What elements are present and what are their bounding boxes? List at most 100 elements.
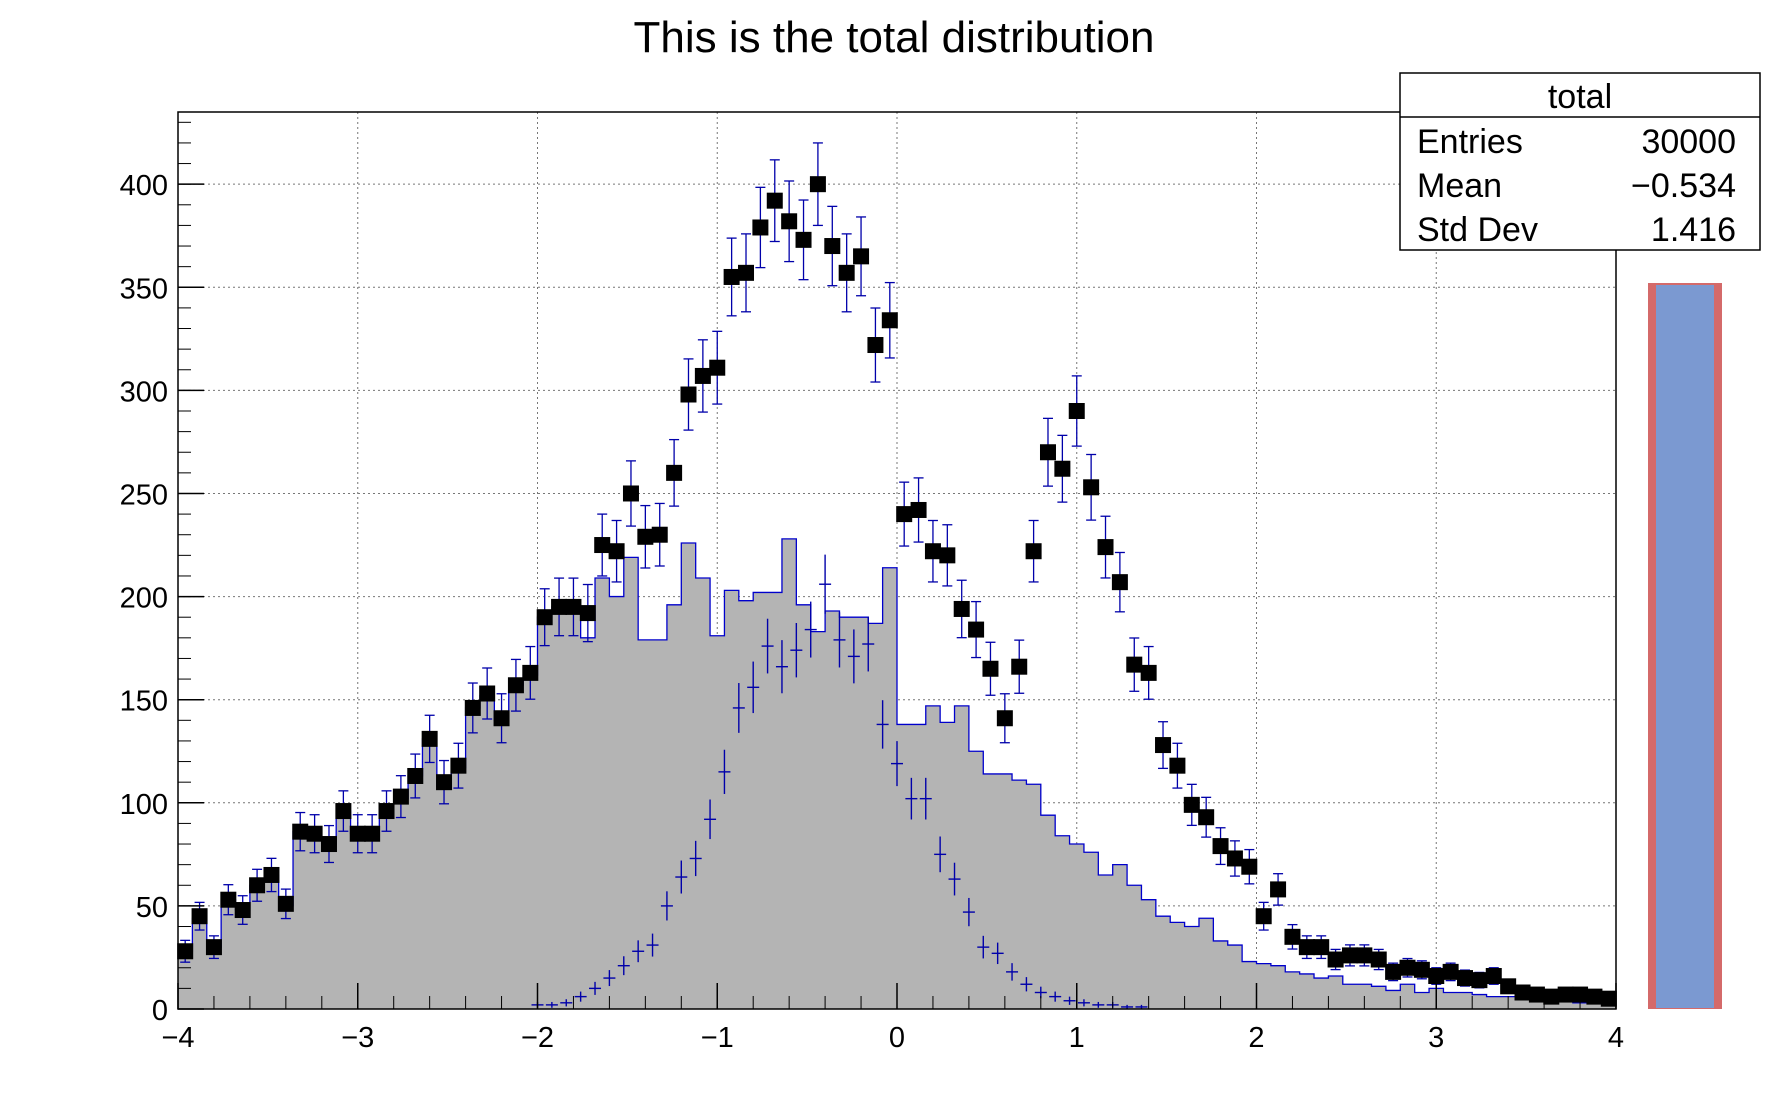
square-marker <box>349 814 366 854</box>
square-marker <box>896 481 913 547</box>
x-tick-label: 1 <box>1069 1022 1085 1054</box>
square-marker <box>1600 990 1617 1007</box>
square-marker <box>392 775 409 819</box>
square-point <box>680 386 697 403</box>
square-marker <box>953 579 970 639</box>
square-marker <box>1111 551 1128 613</box>
stats-box-title: total <box>1548 78 1612 116</box>
square-marker <box>867 307 884 383</box>
square-point <box>1212 838 1229 855</box>
cross-marker <box>1006 963 1019 981</box>
square-point <box>565 598 582 615</box>
cross-marker <box>948 862 961 896</box>
x-tick-label: −3 <box>341 1022 374 1054</box>
square-point <box>1169 757 1186 774</box>
square-marker <box>522 645 539 700</box>
square-point <box>953 600 970 617</box>
square-marker <box>436 759 453 805</box>
square-point <box>637 528 654 545</box>
square-marker <box>220 884 237 916</box>
cross-marker <box>660 891 673 921</box>
square-point <box>234 902 251 919</box>
square-point <box>867 337 884 354</box>
square-marker <box>1011 639 1028 694</box>
square-point <box>292 823 309 840</box>
square-marker <box>680 358 697 431</box>
stats-box-frame <box>1399 72 1761 251</box>
square-point <box>1198 809 1215 826</box>
square-marker <box>177 939 194 963</box>
square-marker <box>320 824 337 864</box>
cross-marker <box>589 981 602 995</box>
cross-marker <box>905 777 918 820</box>
square-marker <box>608 519 625 583</box>
square-marker <box>939 524 956 587</box>
square-marker <box>1399 957 1416 978</box>
square-point <box>766 192 783 209</box>
cross-marker <box>761 618 774 674</box>
square-point <box>177 943 194 960</box>
cross-marker <box>646 933 659 957</box>
square-marker <box>1298 935 1315 960</box>
square-marker <box>493 693 510 744</box>
square-point <box>522 664 539 681</box>
square-point <box>479 685 496 702</box>
square-point <box>1528 986 1545 1003</box>
square-point <box>1054 460 1071 477</box>
x-tick-label: −2 <box>521 1022 554 1054</box>
square-point <box>1442 963 1459 980</box>
square-marker <box>1514 984 1531 1001</box>
square-marker <box>1442 962 1459 982</box>
square-point <box>263 866 280 883</box>
square-marker <box>565 577 582 637</box>
square-marker <box>637 504 654 569</box>
square-point <box>651 526 668 543</box>
square-point <box>536 609 553 626</box>
stats-mean-value: −0.534 <box>1631 167 1736 205</box>
square-point <box>694 367 711 384</box>
square-point <box>1241 858 1258 875</box>
axes: −4 −3 −2 −1 0 1 2 3 4 0 50 100 150 200 250 300 350 400 <box>120 121 1624 1054</box>
square-marker <box>824 205 841 287</box>
cross-marker <box>891 741 903 787</box>
square-marker <box>1241 848 1258 885</box>
cross-marker <box>790 622 803 678</box>
square-point <box>507 677 524 694</box>
square-marker <box>709 330 726 405</box>
square-marker <box>838 233 855 313</box>
x-tick-label: −1 <box>701 1022 734 1054</box>
square-marker <box>1198 796 1215 838</box>
square-point <box>436 774 453 791</box>
square-point <box>1586 988 1603 1005</box>
cross-marker <box>977 935 990 959</box>
square-point <box>1155 737 1172 754</box>
square-point <box>594 537 611 554</box>
square-point <box>982 660 999 677</box>
square-point <box>320 836 337 853</box>
cross-marker <box>1020 977 1033 992</box>
cross-marker <box>862 616 875 672</box>
square-marker <box>1471 971 1488 989</box>
square-marker <box>924 519 941 583</box>
square-marker <box>723 237 740 317</box>
square-marker <box>1500 978 1517 995</box>
square-point <box>551 598 568 615</box>
square-marker <box>795 199 812 281</box>
square-point <box>392 788 409 805</box>
cross-marker <box>545 1001 558 1008</box>
square-point <box>1356 947 1373 964</box>
square-point <box>1457 970 1474 987</box>
y-tick-label: 150 <box>120 686 168 718</box>
y-tick-label: 400 <box>120 170 168 202</box>
stats-box: total Entries 30000 Mean −0.534 Std Dev … <box>1399 72 1761 251</box>
square-marker <box>1068 375 1085 447</box>
cross-marker <box>1049 991 1062 1002</box>
square-marker <box>249 868 266 902</box>
square-point <box>205 939 222 956</box>
cross-marker <box>689 840 702 877</box>
square-point <box>493 710 510 727</box>
square-marker <box>996 693 1013 744</box>
square-point <box>1025 543 1042 560</box>
square-point <box>1068 403 1085 419</box>
square-marker <box>306 814 323 854</box>
